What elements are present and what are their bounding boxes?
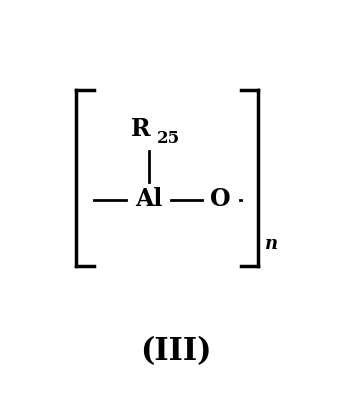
Text: R: R xyxy=(131,117,151,141)
Text: Al: Al xyxy=(135,188,162,211)
Text: 25: 25 xyxy=(157,130,180,148)
Text: n: n xyxy=(265,235,278,253)
Text: (III): (III) xyxy=(140,336,212,367)
Text: O: O xyxy=(210,188,231,211)
